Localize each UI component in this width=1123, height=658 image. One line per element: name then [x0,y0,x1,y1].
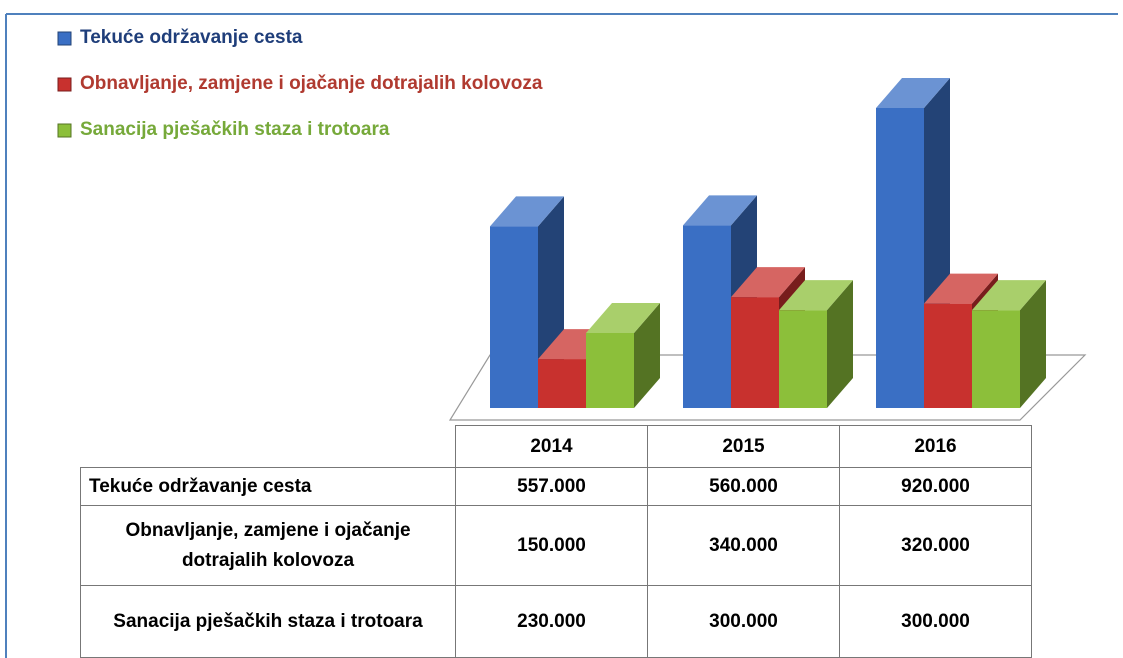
bar [683,225,731,408]
bar-top [779,280,853,311]
bar-top [586,303,660,333]
bar [924,303,972,408]
column-header: 2016 [839,425,1032,468]
table-value: 920.000 [839,467,1032,506]
row-label: Tekuće održavanje cesta [80,467,456,506]
bar [586,333,634,408]
bar-top [876,78,950,108]
bar [972,310,1020,408]
legend-swatch [57,31,72,46]
bar [876,108,924,408]
data-table: 2014 2015 2016 Tekuće održavanje cesta 557.… [80,425,1032,658]
table-value: 150.000 [455,505,648,586]
table-row: Tekuće održavanje cesta 557.000 560.000 920… [80,467,1032,506]
bar [731,297,779,408]
table-value: 320.000 [839,505,1032,586]
column-header: 2014 [455,425,648,468]
legend-label: Sanacija pješačkih staza i trotoara [80,119,390,140]
bar-side [634,303,660,408]
table-value: 557.000 [455,467,648,506]
bar-top [683,195,757,226]
table-value: 230.000 [455,585,648,658]
row-label: Obnavljanje, zamjene i ojačanje dotrajal… [80,505,456,586]
bar-top [924,273,998,304]
bar [779,310,827,408]
legend-swatch [57,77,72,92]
legend-label: Tekuće održavanje cesta [80,27,303,48]
legend-label: Obnavljanje, zamjene i ojačanje dotrajal… [80,73,543,94]
table-value: 340.000 [647,505,840,586]
bar [490,226,538,408]
bar-top [972,280,1046,311]
row-label: Sanacija pješačkih staza i trotoara [80,585,456,658]
column-header: 2015 [647,425,840,468]
corner [80,425,456,468]
bar-side [1020,280,1046,408]
bar-top [731,267,805,298]
table-value: 560.000 [647,467,840,506]
header-row: 2014 2015 2016 [80,425,1032,468]
table-value: 300.000 [647,585,840,658]
bar-top [490,196,564,227]
table-value: 300.000 [839,585,1032,658]
table-row: Obnavljanje, zamjene i ojačanje dotrajal… [80,505,1032,586]
table-row: Sanacija pješačkih staza i trotoara 230.0… [80,585,1032,658]
legend-swatch [57,123,72,138]
bar-side [827,280,853,408]
bar [538,359,586,408]
